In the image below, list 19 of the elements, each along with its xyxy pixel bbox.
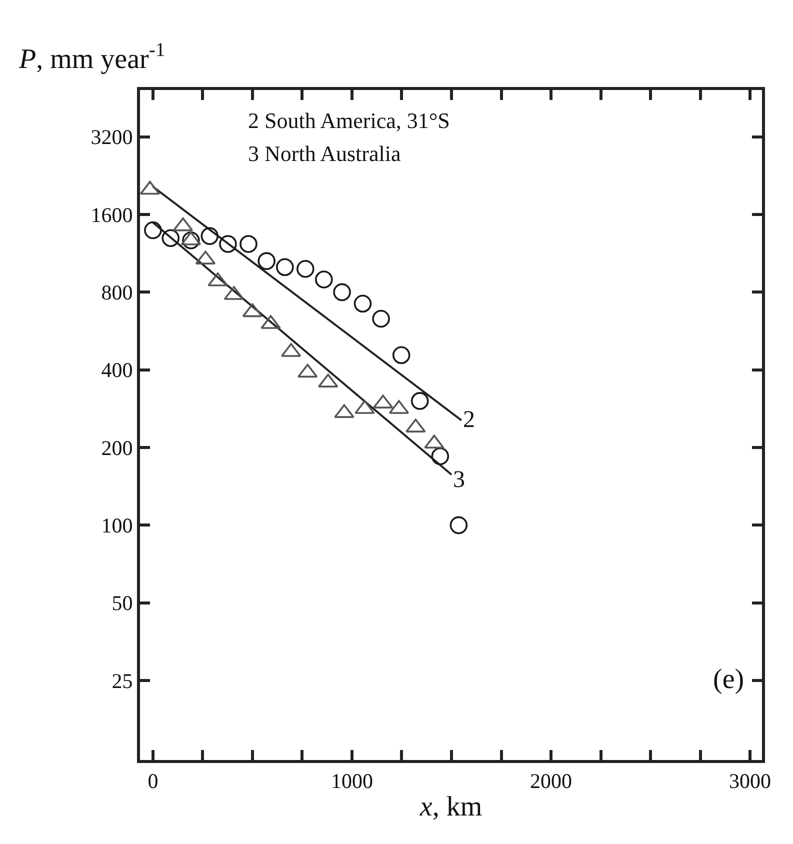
annotation: 2 South America, 31°S xyxy=(248,108,450,133)
y-tick-label: 50 xyxy=(112,591,133,616)
y-tick-label: 800 xyxy=(101,280,133,305)
annotation: 2 xyxy=(463,407,475,433)
y-tick-label: 1600 xyxy=(90,202,133,227)
y-tick-label: 200 xyxy=(101,436,133,460)
x-tick-label: 3000 xyxy=(729,769,772,794)
y-tick-label: 25 xyxy=(112,668,133,693)
y-tick-label: 3200 xyxy=(90,125,133,150)
y-axis-title: P, mm year$^{-1}$ xyxy=(18,40,166,75)
x-tick-label: 2000 xyxy=(530,769,572,794)
x-tick-label: 0 xyxy=(148,769,158,794)
y-tick-label: 100 xyxy=(101,514,133,538)
annotation: 3 xyxy=(453,467,465,493)
x-axis-title: x, km xyxy=(418,791,482,822)
x-tick-label: 1000 xyxy=(330,769,373,794)
y-tick-label: 400 xyxy=(101,358,133,382)
annotation: 3 North Australia xyxy=(248,141,401,166)
annotation: (e) xyxy=(713,664,744,695)
